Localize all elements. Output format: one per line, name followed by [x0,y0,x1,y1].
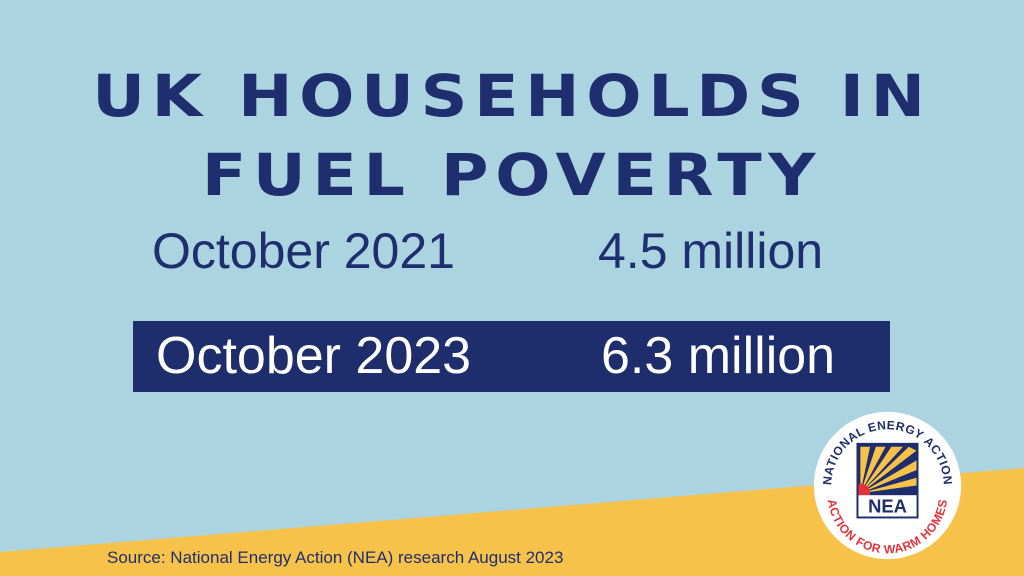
row-2021-date: October 2021 [152,223,455,279]
sunburst-icon [858,444,917,496]
source-note: Source: National Energy Action (NEA) res… [107,548,564,567]
row-2023-value: 6.3 million [601,327,836,385]
row-2021-value: 4.5 million [598,223,824,279]
headline-line-1: UK HOUSEHOLDS IN [92,62,932,130]
row-2023-date: October 2023 [156,327,472,385]
highlight-bar-2023 [133,321,890,392]
nea-logo: NATIONAL ENERGY ACTION ACTION FOR WARM H… [813,411,962,560]
logo-acronym: NEA [868,496,907,517]
headline-line-2: FUEL POVERTY [201,141,823,209]
